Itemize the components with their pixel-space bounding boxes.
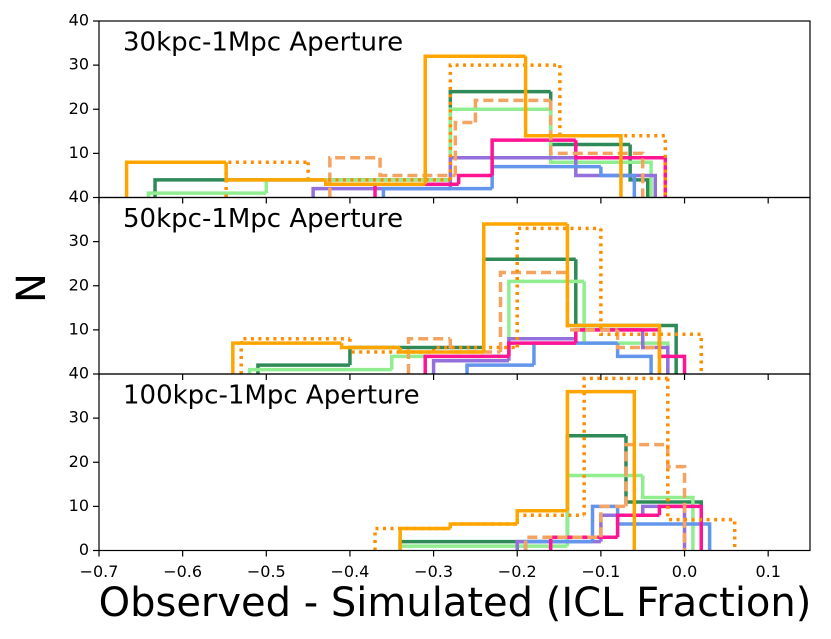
histogram-step bbox=[507, 279, 585, 357]
x-tick-label: 0.1 bbox=[755, 562, 780, 581]
plot-area bbox=[373, 376, 737, 551]
histogram-step bbox=[482, 222, 568, 352]
histogram-step bbox=[381, 186, 493, 198]
histogram-step bbox=[515, 509, 568, 525]
x-tick-label: −0.3 bbox=[414, 562, 453, 581]
histogram-step bbox=[565, 223, 662, 374]
histogram-step bbox=[239, 336, 350, 374]
y-tick-label: 20 bbox=[69, 452, 89, 471]
panel-title: 100kpc-1Mpc Aperture bbox=[123, 381, 420, 411]
x-tick-label: −0.5 bbox=[247, 562, 286, 581]
histogram-step bbox=[124, 160, 227, 198]
plot-area bbox=[124, 54, 668, 198]
histogram-step bbox=[640, 329, 670, 374]
histogram-step bbox=[423, 354, 509, 374]
y-tick-label: 30 bbox=[69, 408, 89, 427]
y-tick-label: 10 bbox=[69, 496, 89, 515]
histogram-step bbox=[323, 179, 426, 187]
histogram-step bbox=[398, 544, 568, 551]
y-tick-label: 40 bbox=[69, 187, 89, 206]
x-tick-label: −0.6 bbox=[163, 562, 202, 581]
histogram-step bbox=[615, 329, 662, 374]
y-tick-label: 40 bbox=[69, 11, 89, 30]
histogram-step bbox=[448, 522, 518, 529]
y-tick-label: 20 bbox=[69, 99, 89, 118]
y-tick-label: 20 bbox=[69, 275, 89, 294]
y-tick-label: 0 bbox=[79, 540, 89, 559]
y-tick-label: 10 bbox=[69, 143, 89, 162]
histogram-step bbox=[624, 442, 668, 507]
histogram-step bbox=[448, 338, 501, 354]
histogram-step bbox=[398, 347, 484, 354]
histogram-step bbox=[657, 504, 704, 551]
histogram-step bbox=[490, 164, 601, 189]
histogram-step bbox=[599, 166, 637, 198]
histogram-step bbox=[599, 504, 626, 538]
histogram-step bbox=[582, 281, 670, 374]
histogram-step bbox=[224, 162, 326, 182]
histogram-step bbox=[264, 178, 451, 194]
histogram-step bbox=[490, 138, 576, 176]
y-tick-label: 40 bbox=[69, 364, 89, 383]
histogram-step bbox=[523, 535, 601, 551]
histogram-step bbox=[453, 120, 476, 176]
x-tick-label: −0.4 bbox=[331, 562, 370, 581]
panel-title: 30kpc-1Mpc Aperture bbox=[123, 28, 403, 58]
histogram-step bbox=[548, 535, 618, 551]
histogram-step bbox=[423, 54, 526, 185]
histogram-step bbox=[532, 341, 618, 366]
histogram-step bbox=[231, 341, 342, 374]
histogram-step bbox=[666, 378, 737, 551]
y-tick-label: 30 bbox=[69, 55, 89, 74]
x-tick-label: 0.0 bbox=[672, 562, 697, 581]
histogram-step bbox=[456, 173, 493, 185]
x-axis-label: Observed - Simulated (ICL Fraction) bbox=[99, 580, 812, 626]
histogram-step bbox=[348, 338, 434, 354]
histogram-step bbox=[515, 513, 585, 525]
y-tick-label: 30 bbox=[69, 231, 89, 250]
histogram-step bbox=[498, 270, 568, 352]
histogram-step bbox=[523, 56, 623, 198]
histogram-step bbox=[640, 504, 687, 551]
histogram-step bbox=[373, 182, 459, 198]
panel-title: 50kpc-1Mpc Aperture bbox=[123, 204, 403, 234]
histogram-step bbox=[515, 226, 601, 348]
histogram-step bbox=[398, 526, 451, 551]
histogram-step bbox=[473, 98, 551, 123]
x-tick-label: −0.1 bbox=[581, 562, 620, 581]
histogram-step bbox=[615, 343, 653, 374]
x-tick-label: −0.7 bbox=[80, 562, 119, 581]
x-tick-label: −0.2 bbox=[498, 562, 537, 581]
histogram-step bbox=[465, 363, 534, 374]
histogram-step bbox=[582, 376, 668, 516]
histogram-step bbox=[565, 389, 637, 551]
histogram-step bbox=[431, 359, 509, 374]
histogram-step bbox=[657, 329, 687, 374]
y-axis-label: N bbox=[9, 273, 55, 303]
histogram-step bbox=[247, 367, 392, 374]
histogram-step bbox=[599, 228, 704, 374]
histogram-step bbox=[378, 157, 456, 178]
plot-area bbox=[231, 222, 704, 374]
histogram-step bbox=[146, 191, 267, 198]
histogram-step bbox=[448, 63, 560, 180]
histogram-step bbox=[328, 156, 381, 198]
y-tick-label: 10 bbox=[69, 319, 89, 338]
histogram-step bbox=[339, 343, 401, 350]
histogram-step bbox=[406, 336, 451, 374]
histogram-step bbox=[666, 444, 687, 551]
histogram-step bbox=[507, 341, 576, 357]
histogram-step bbox=[565, 473, 643, 547]
histogram-step bbox=[615, 513, 660, 538]
histogram-step bbox=[448, 107, 551, 180]
histogram-step bbox=[615, 506, 712, 551]
histogram-step bbox=[548, 100, 645, 198]
